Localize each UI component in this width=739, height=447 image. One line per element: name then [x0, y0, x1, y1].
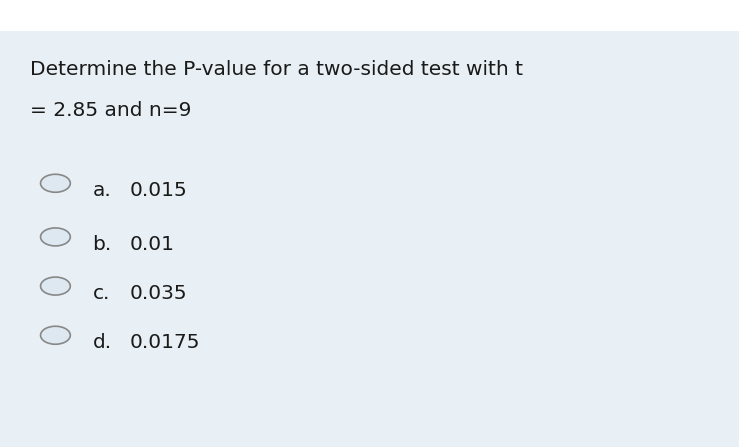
- Text: a.: a.: [92, 181, 111, 200]
- Text: 0.035: 0.035: [129, 284, 187, 303]
- Text: b.: b.: [92, 235, 112, 254]
- Text: 0.015: 0.015: [129, 181, 187, 200]
- Circle shape: [41, 326, 70, 344]
- FancyBboxPatch shape: [0, 0, 739, 31]
- Text: Determine the P-value for a two-sided test with t: Determine the P-value for a two-sided te…: [30, 60, 522, 80]
- Text: = 2.85 and n=9: = 2.85 and n=9: [30, 101, 191, 120]
- Text: 0.01: 0.01: [129, 235, 174, 254]
- Text: c.: c.: [92, 284, 110, 303]
- Text: 0.0175: 0.0175: [129, 333, 200, 352]
- Circle shape: [41, 174, 70, 192]
- Text: d.: d.: [92, 333, 112, 352]
- Circle shape: [41, 277, 70, 295]
- Circle shape: [41, 228, 70, 246]
